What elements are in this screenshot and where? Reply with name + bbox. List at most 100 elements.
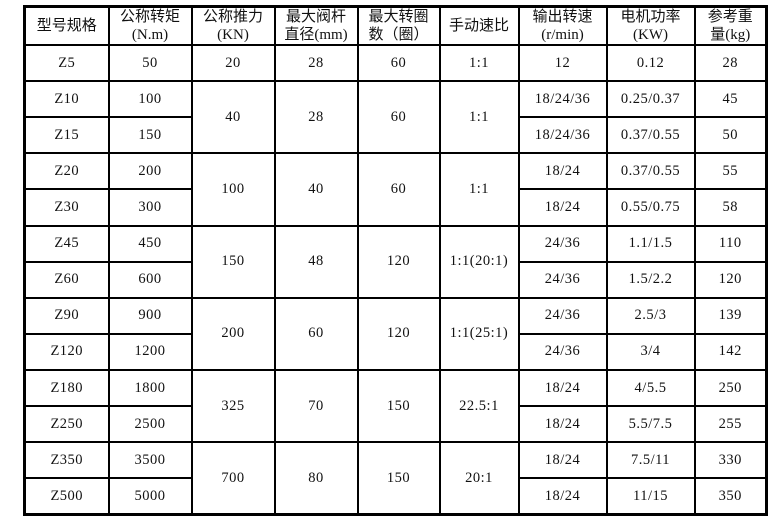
cell-weight: 28: [693, 43, 768, 83]
cell-model: Z10: [23, 80, 110, 119]
cell-ratio: 22.5:1: [438, 368, 520, 444]
table-row: Z90 900 200 60 120 1:1(25:1) 24/36 2.5/3…: [23, 296, 768, 371]
cell-model: Z45: [23, 224, 110, 263]
cell-thrust: 325: [190, 368, 276, 444]
cell-model: Z30: [23, 188, 110, 227]
cell-power: 0.12: [605, 43, 696, 83]
cell-stem-diameter: 28: [273, 43, 359, 83]
cell-turns: 120: [356, 224, 441, 299]
cell-speed: 24/36: [517, 224, 608, 263]
table-row: Z20 200 100 40 60 1:1 18/24 0.37/0.55 55: [23, 152, 768, 227]
cell-power: 1.5/2.2: [605, 260, 696, 299]
table-row: Z60 600 24/36 1.5/2.2 120: [23, 260, 768, 299]
cell-torque: 50: [107, 43, 193, 83]
cell-torque: 200: [107, 152, 193, 191]
header-row: 型号规格 公称转矩 (N.m) 公称推力 (KN) 最大阀杆 直径(mm) 最大…: [23, 5, 768, 46]
table-row: Z10 100 40 28 60 1:1 18/24/36 0.25/0.37 …: [23, 80, 768, 155]
cell-power: 7.5/11: [605, 441, 696, 480]
cell-stem-diameter: 60: [273, 296, 359, 371]
actuator-spec-table: 型号规格 公称转矩 (N.m) 公称推力 (KN) 最大阀杆 直径(mm) 最大…: [23, 5, 768, 516]
cell-torque: 3500: [107, 441, 193, 480]
cell-power: 3/4: [605, 332, 696, 371]
header-output-speed: 输出转速 (r/min): [517, 5, 608, 46]
cell-turns: 60: [356, 80, 441, 155]
table-row: Z30 300 18/24 0.55/0.75 58: [23, 188, 768, 227]
cell-speed: 12: [517, 43, 608, 83]
cell-speed: 18/24: [517, 188, 608, 227]
cell-power: 0.55/0.75: [605, 188, 696, 227]
cell-speed: 18/24/36: [517, 116, 608, 155]
table-row: Z180 1800 325 70 150 22.5:1 18/24 4/5.5 …: [23, 368, 768, 444]
cell-weight: 142: [693, 332, 768, 371]
cell-power: 0.37/0.55: [605, 152, 696, 191]
cell-turns: 60: [356, 152, 441, 227]
cell-model: Z350: [23, 441, 110, 480]
cell-speed: 18/24: [517, 477, 608, 516]
table-row: Z350 3500 700 80 150 20:1 18/24 7.5/11 3…: [23, 441, 768, 516]
cell-ratio: 20:1: [438, 441, 520, 516]
cell-stem-diameter: 40: [273, 152, 359, 227]
cell-weight: 110: [693, 224, 768, 263]
cell-model: Z120: [23, 332, 110, 371]
cell-model: Z500: [23, 477, 110, 516]
header-torque: 公称转矩 (N.m): [107, 5, 193, 46]
cell-turns: 60: [356, 43, 441, 83]
cell-ratio: 1:1(25:1): [438, 296, 520, 371]
cell-speed: 24/36: [517, 296, 608, 335]
cell-turns: 150: [356, 368, 441, 444]
cell-weight: 330: [693, 441, 768, 480]
cell-torque: 2500: [107, 405, 193, 444]
cell-stem-diameter: 80: [273, 441, 359, 516]
header-weight: 参考重 量(kg): [693, 5, 768, 46]
cell-model: Z250: [23, 405, 110, 444]
cell-speed: 18/24/36: [517, 80, 608, 119]
cell-torque: 1800: [107, 368, 193, 408]
cell-speed: 18/24: [517, 441, 608, 480]
cell-torque: 150: [107, 116, 193, 155]
cell-torque: 5000: [107, 477, 193, 516]
cell-model: Z90: [23, 296, 110, 335]
cell-ratio: 1:1: [438, 43, 520, 83]
table-row: Z120 1200 24/36 3/4 142: [23, 332, 768, 371]
cell-thrust: 700: [190, 441, 276, 516]
header-thrust: 公称推力 (KN): [190, 5, 276, 46]
cell-stem-diameter: 48: [273, 224, 359, 299]
cell-torque: 900: [107, 296, 193, 335]
cell-ratio: 1:1(20:1): [438, 224, 520, 299]
cell-weight: 120: [693, 260, 768, 299]
cell-torque: 100: [107, 80, 193, 119]
cell-thrust: 20: [190, 43, 276, 83]
cell-weight: 255: [693, 405, 768, 444]
cell-weight: 58: [693, 188, 768, 227]
header-model: 型号规格: [23, 5, 110, 46]
cell-torque: 600: [107, 260, 193, 299]
cell-thrust: 150: [190, 224, 276, 299]
cell-weight: 350: [693, 477, 768, 516]
cell-weight: 250: [693, 368, 768, 408]
cell-speed: 24/36: [517, 260, 608, 299]
cell-thrust: 40: [190, 80, 276, 155]
cell-model: Z5: [23, 43, 110, 83]
cell-weight: 50: [693, 116, 768, 155]
cell-power: 0.25/0.37: [605, 80, 696, 119]
cell-thrust: 200: [190, 296, 276, 371]
cell-model: Z15: [23, 116, 110, 155]
cell-torque: 450: [107, 224, 193, 263]
cell-thrust: 100: [190, 152, 276, 227]
cell-ratio: 1:1: [438, 152, 520, 227]
cell-power: 4/5.5: [605, 368, 696, 408]
cell-stem-diameter: 70: [273, 368, 359, 444]
cell-turns: 120: [356, 296, 441, 371]
cell-weight: 139: [693, 296, 768, 335]
cell-power: 1.1/1.5: [605, 224, 696, 263]
cell-weight: 55: [693, 152, 768, 191]
table-row: Z15 150 18/24/36 0.37/0.55 50: [23, 116, 768, 155]
header-motor-power: 电机功率 (KW): [605, 5, 696, 46]
cell-power: 11/15: [605, 477, 696, 516]
cell-power: 0.37/0.55: [605, 116, 696, 155]
header-manual-ratio: 手动速比: [438, 5, 520, 46]
cell-power: 5.5/7.5: [605, 405, 696, 444]
cell-ratio: 1:1: [438, 80, 520, 155]
cell-speed: 24/36: [517, 332, 608, 371]
cell-turns: 150: [356, 441, 441, 516]
